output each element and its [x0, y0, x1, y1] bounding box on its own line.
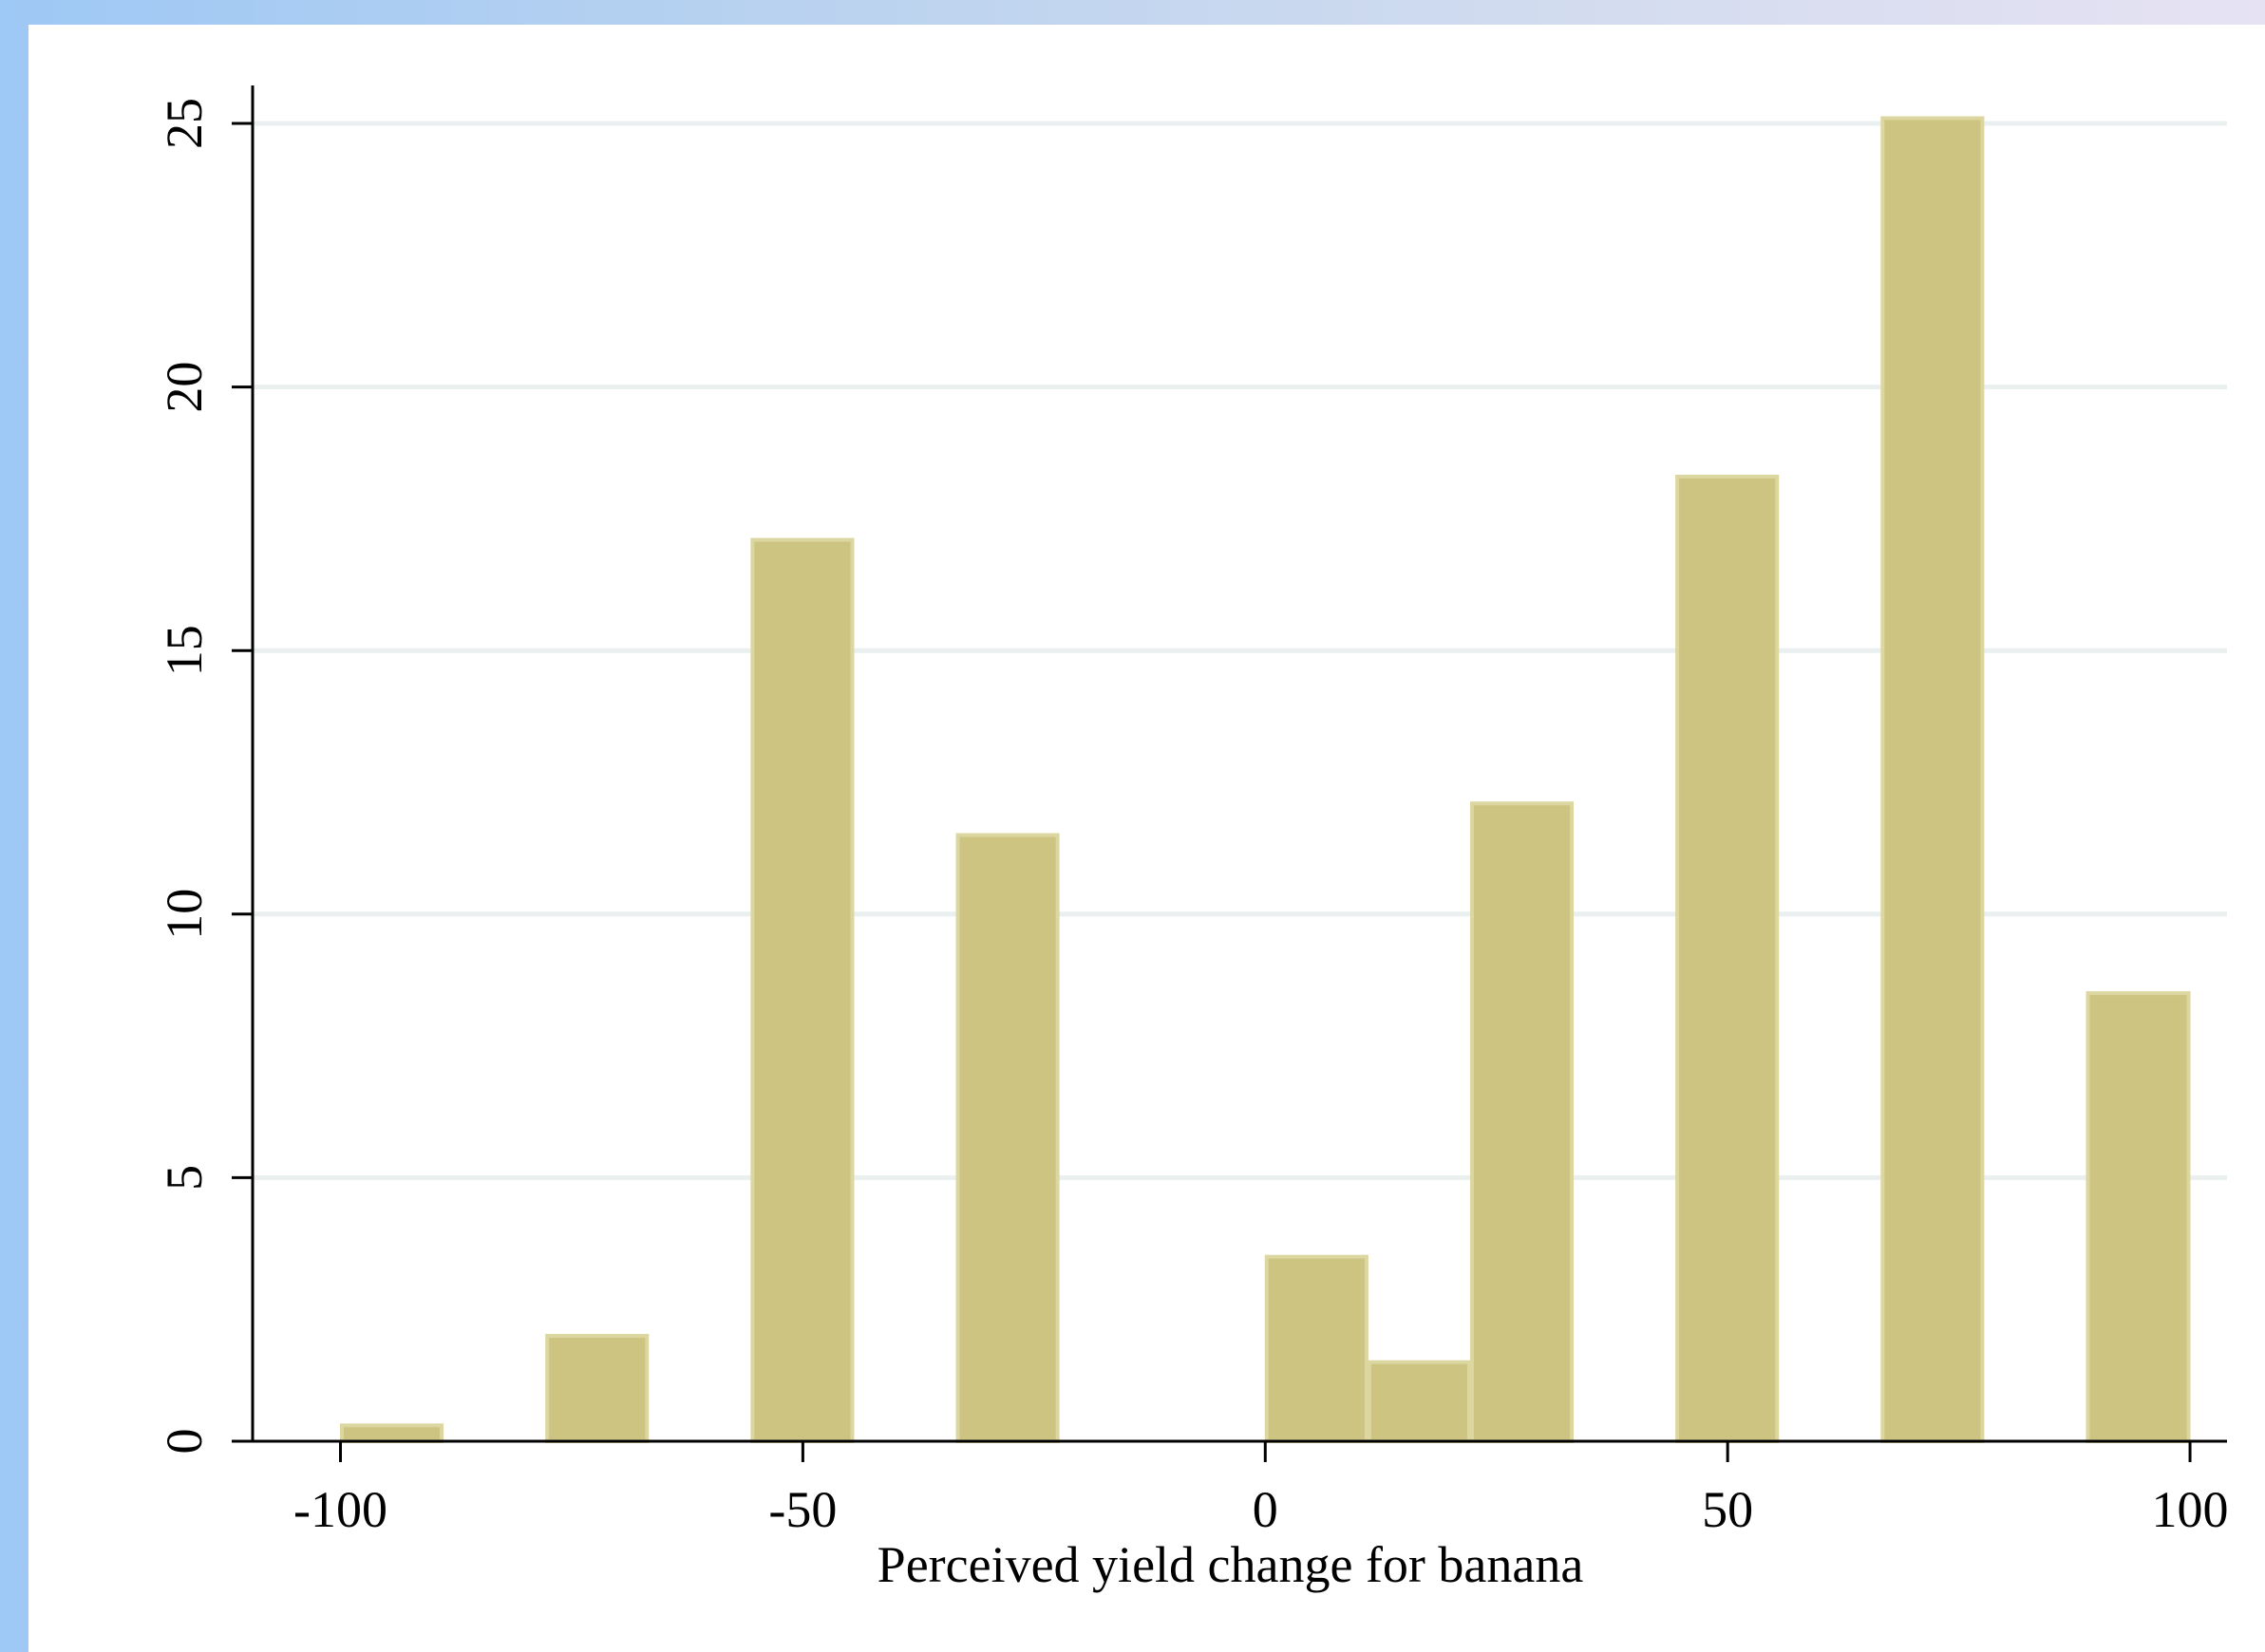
bar-0 [340, 1423, 444, 1443]
y-tick-label-20: 20 [156, 362, 213, 413]
bar-9 [2086, 991, 2191, 1443]
bar-7 [1675, 474, 1780, 1443]
x-tick-label-100: 100 [2152, 1481, 2229, 1538]
y-tick-label-5: 5 [156, 1165, 213, 1191]
axes [251, 85, 2227, 1443]
bar-6 [1469, 801, 1575, 1443]
bars [340, 116, 2191, 1444]
x-tick-label-0: 0 [1253, 1481, 1278, 1538]
y-tick-label-10: 10 [156, 889, 213, 940]
y-axis-ticks: 0 5 10 15 20 25 [156, 98, 253, 1455]
bar-1 [545, 1333, 650, 1443]
x-axis-ticks: -100 -50 0 50 100 [293, 1441, 2229, 1538]
x-tick-label-50: 50 [1702, 1481, 1753, 1538]
bar-4 [1264, 1254, 1368, 1444]
y-tick-label-0: 0 [156, 1429, 213, 1455]
bar-8 [1880, 116, 1985, 1443]
y-tick-label-25: 25 [156, 98, 213, 149]
bar-3 [955, 833, 1060, 1443]
bar-5 [1367, 1360, 1471, 1443]
x-tick-label--50: -50 [768, 1481, 837, 1538]
bar-2 [750, 537, 855, 1443]
x-axis-label: Perceived yield change for banana [878, 1536, 1584, 1593]
x-tick-label--100: -100 [293, 1481, 387, 1538]
y-tick-label-15: 15 [156, 625, 213, 676]
